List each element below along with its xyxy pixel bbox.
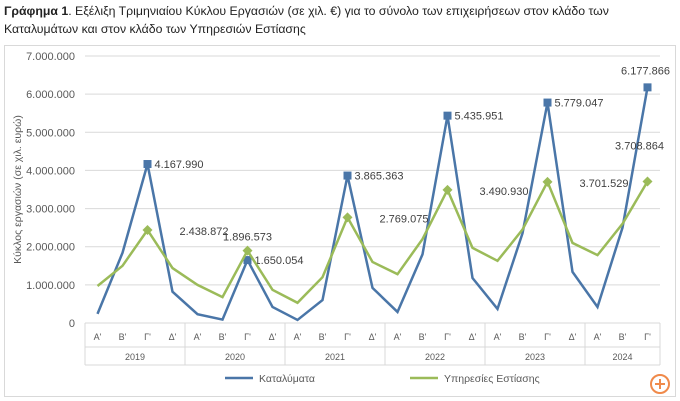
data-label: 3.701.529 — [580, 178, 629, 190]
chart-title: Γράφημα 1. Εξέλιξη Τριμηνιαίου Κύκλου Ερ… — [4, 2, 676, 38]
x-tick-label: Β' — [119, 332, 127, 342]
data-label: 2.438.872 — [180, 226, 229, 238]
x-tick-label: Γ' — [444, 332, 451, 342]
data-label: 5.779.047 — [555, 98, 604, 110]
x-tick-label: Δ' — [269, 332, 277, 342]
year-label: 2021 — [325, 352, 345, 362]
series-line-accommodation — [96, 87, 649, 322]
data-marker — [442, 184, 453, 195]
x-tick-label: Β' — [419, 332, 427, 342]
data-marker — [142, 224, 153, 235]
data-label: 6.177.866 — [621, 65, 670, 77]
data-label: 1.896.573 — [223, 232, 272, 244]
legend-label: Καταλύματα — [259, 373, 315, 385]
x-tick-label: Α' — [194, 332, 202, 342]
x-tick-label: Β' — [519, 332, 527, 342]
data-label: 5.435.951 — [455, 111, 504, 123]
watermark-logo-icon — [650, 374, 670, 394]
year-label: 2024 — [612, 352, 632, 362]
x-tick-label: Β' — [219, 332, 227, 342]
data-marker — [642, 176, 653, 187]
y-tick-label: 5.000.000 — [26, 127, 75, 139]
x-tick-label: Δ' — [569, 332, 577, 342]
x-tick-label: Γ' — [244, 332, 251, 342]
x-tick-label: Γ' — [144, 332, 151, 342]
y-tick-label: 4.000.000 — [26, 165, 75, 177]
data-label: 4.167.990 — [155, 159, 204, 171]
y-axis-label: Κύκλος εργασιών (σε χιλ. ευρώ) — [12, 115, 24, 264]
x-tick-label: Α' — [394, 332, 402, 342]
y-tick-label: 7.000.000 — [26, 51, 75, 63]
data-marker — [343, 171, 352, 180]
x-tick-label: Β' — [319, 332, 327, 342]
data-marker — [543, 98, 552, 107]
data-label: 3.708.864 — [615, 141, 664, 153]
data-label: 1.650.054 — [255, 255, 304, 267]
y-tick-label: 2.000.000 — [26, 242, 75, 254]
data-label: 3.865.363 — [355, 171, 404, 183]
year-label: 2019 — [125, 352, 145, 362]
chart-frame — [4, 45, 676, 397]
x-tick-label: Γ' — [344, 332, 351, 342]
x-tick-label: Δ' — [169, 332, 177, 342]
data-marker — [143, 160, 152, 169]
figure-number: Γράφημα 1 — [4, 4, 69, 18]
series-line-restaurants — [96, 178, 649, 305]
x-tick-label: Δ' — [369, 332, 377, 342]
data-marker — [342, 212, 353, 223]
year-label: 2022 — [425, 352, 445, 362]
data-marker — [443, 111, 452, 120]
data-marker — [643, 83, 652, 92]
y-tick-label: 6.000.000 — [26, 89, 75, 101]
x-tick-label: Α' — [494, 332, 502, 342]
x-tick-label: Β' — [619, 332, 627, 342]
data-label: 2.769.075 — [380, 213, 429, 225]
year-label: 2023 — [525, 352, 545, 362]
x-tick-label: Α' — [594, 332, 602, 342]
data-marker — [542, 176, 553, 187]
x-tick-label: Α' — [94, 332, 102, 342]
x-tick-label: Α' — [294, 332, 302, 342]
x-tick-label: Γ' — [644, 332, 651, 342]
x-tick-label: Δ' — [469, 332, 477, 342]
y-tick-label: 3.000.000 — [26, 204, 75, 216]
x-tick-label: Γ' — [544, 332, 551, 342]
data-marker — [243, 256, 252, 265]
year-label: 2020 — [225, 352, 245, 362]
y-tick-label: 0 — [69, 318, 75, 330]
y-tick-label: 1.000.000 — [26, 280, 75, 292]
data-label: 3.490.930 — [480, 186, 529, 198]
legend-label: Υπηρεσίες Εστίασης — [444, 373, 540, 385]
data-marker — [242, 245, 253, 256]
title-text: . Εξέλιξη Τριμηνιαίου Κύκλου Εργασιών (σ… — [4, 4, 609, 36]
